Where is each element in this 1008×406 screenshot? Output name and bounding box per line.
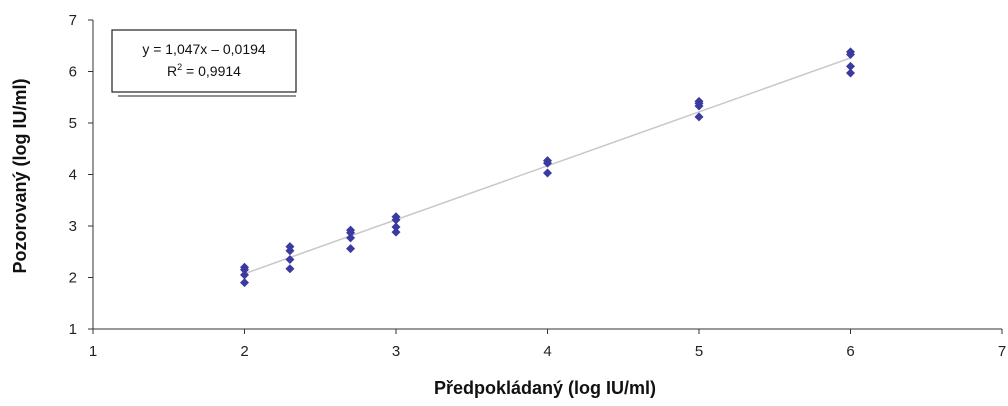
trendline-equation: y = 1,047x – 0,0194 [142, 41, 266, 57]
x-ticks: 1 2 3 4 5 6 7 [89, 329, 1006, 360]
data-point [391, 215, 401, 225]
y-ticks: 1 2 3 4 5 6 7 [69, 12, 93, 338]
data-points [240, 47, 855, 288]
data-point [285, 264, 295, 274]
data-point [240, 265, 249, 275]
y-tick-label: 7 [69, 12, 77, 29]
r-squared-prefix: R [167, 63, 177, 79]
x-tick-label: 3 [392, 343, 400, 360]
data-point [285, 254, 295, 264]
data-point [846, 61, 855, 71]
x-tick-label: 7 [998, 343, 1006, 360]
data-point [846, 50, 855, 60]
y-tick-label: 5 [69, 115, 77, 132]
r-squared-value: = 0,9914 [182, 63, 241, 79]
data-point [543, 168, 552, 178]
y-tick-label: 6 [69, 64, 77, 81]
data-point [391, 227, 401, 237]
data-point [694, 112, 704, 122]
x-tick-label: 6 [846, 343, 854, 360]
equation-box-frame [111, 29, 297, 93]
equation-box: y = 1,047x – 0,0194 R2 = 0,9914 [111, 29, 297, 97]
data-point [285, 246, 295, 256]
data-point [346, 228, 356, 238]
x-axis-title: Předpokládaný (log IU/ml) [434, 378, 656, 398]
data-point [694, 101, 704, 111]
r-squared-label: R2 = 0,9914 [167, 62, 241, 79]
y-tick-label: 3 [69, 218, 77, 235]
data-point [346, 233, 356, 243]
r-squared-exponent: 2 [177, 62, 182, 72]
y-axis-title: Pozorovaný (log IU/ml) [10, 78, 30, 273]
y-tick-label: 4 [69, 167, 77, 184]
y-tick-label: 1 [69, 321, 77, 338]
data-point [240, 278, 249, 288]
data-point [543, 158, 552, 168]
x-tick-label: 5 [695, 343, 703, 360]
x-tick-label: 1 [89, 343, 97, 360]
y-tick-label: 2 [69, 270, 77, 287]
data-point [346, 244, 356, 254]
data-point [846, 68, 855, 78]
x-tick-label: 4 [543, 343, 551, 360]
data-point [391, 222, 401, 232]
data-point [240, 270, 249, 280]
x-tick-label: 2 [240, 343, 248, 360]
